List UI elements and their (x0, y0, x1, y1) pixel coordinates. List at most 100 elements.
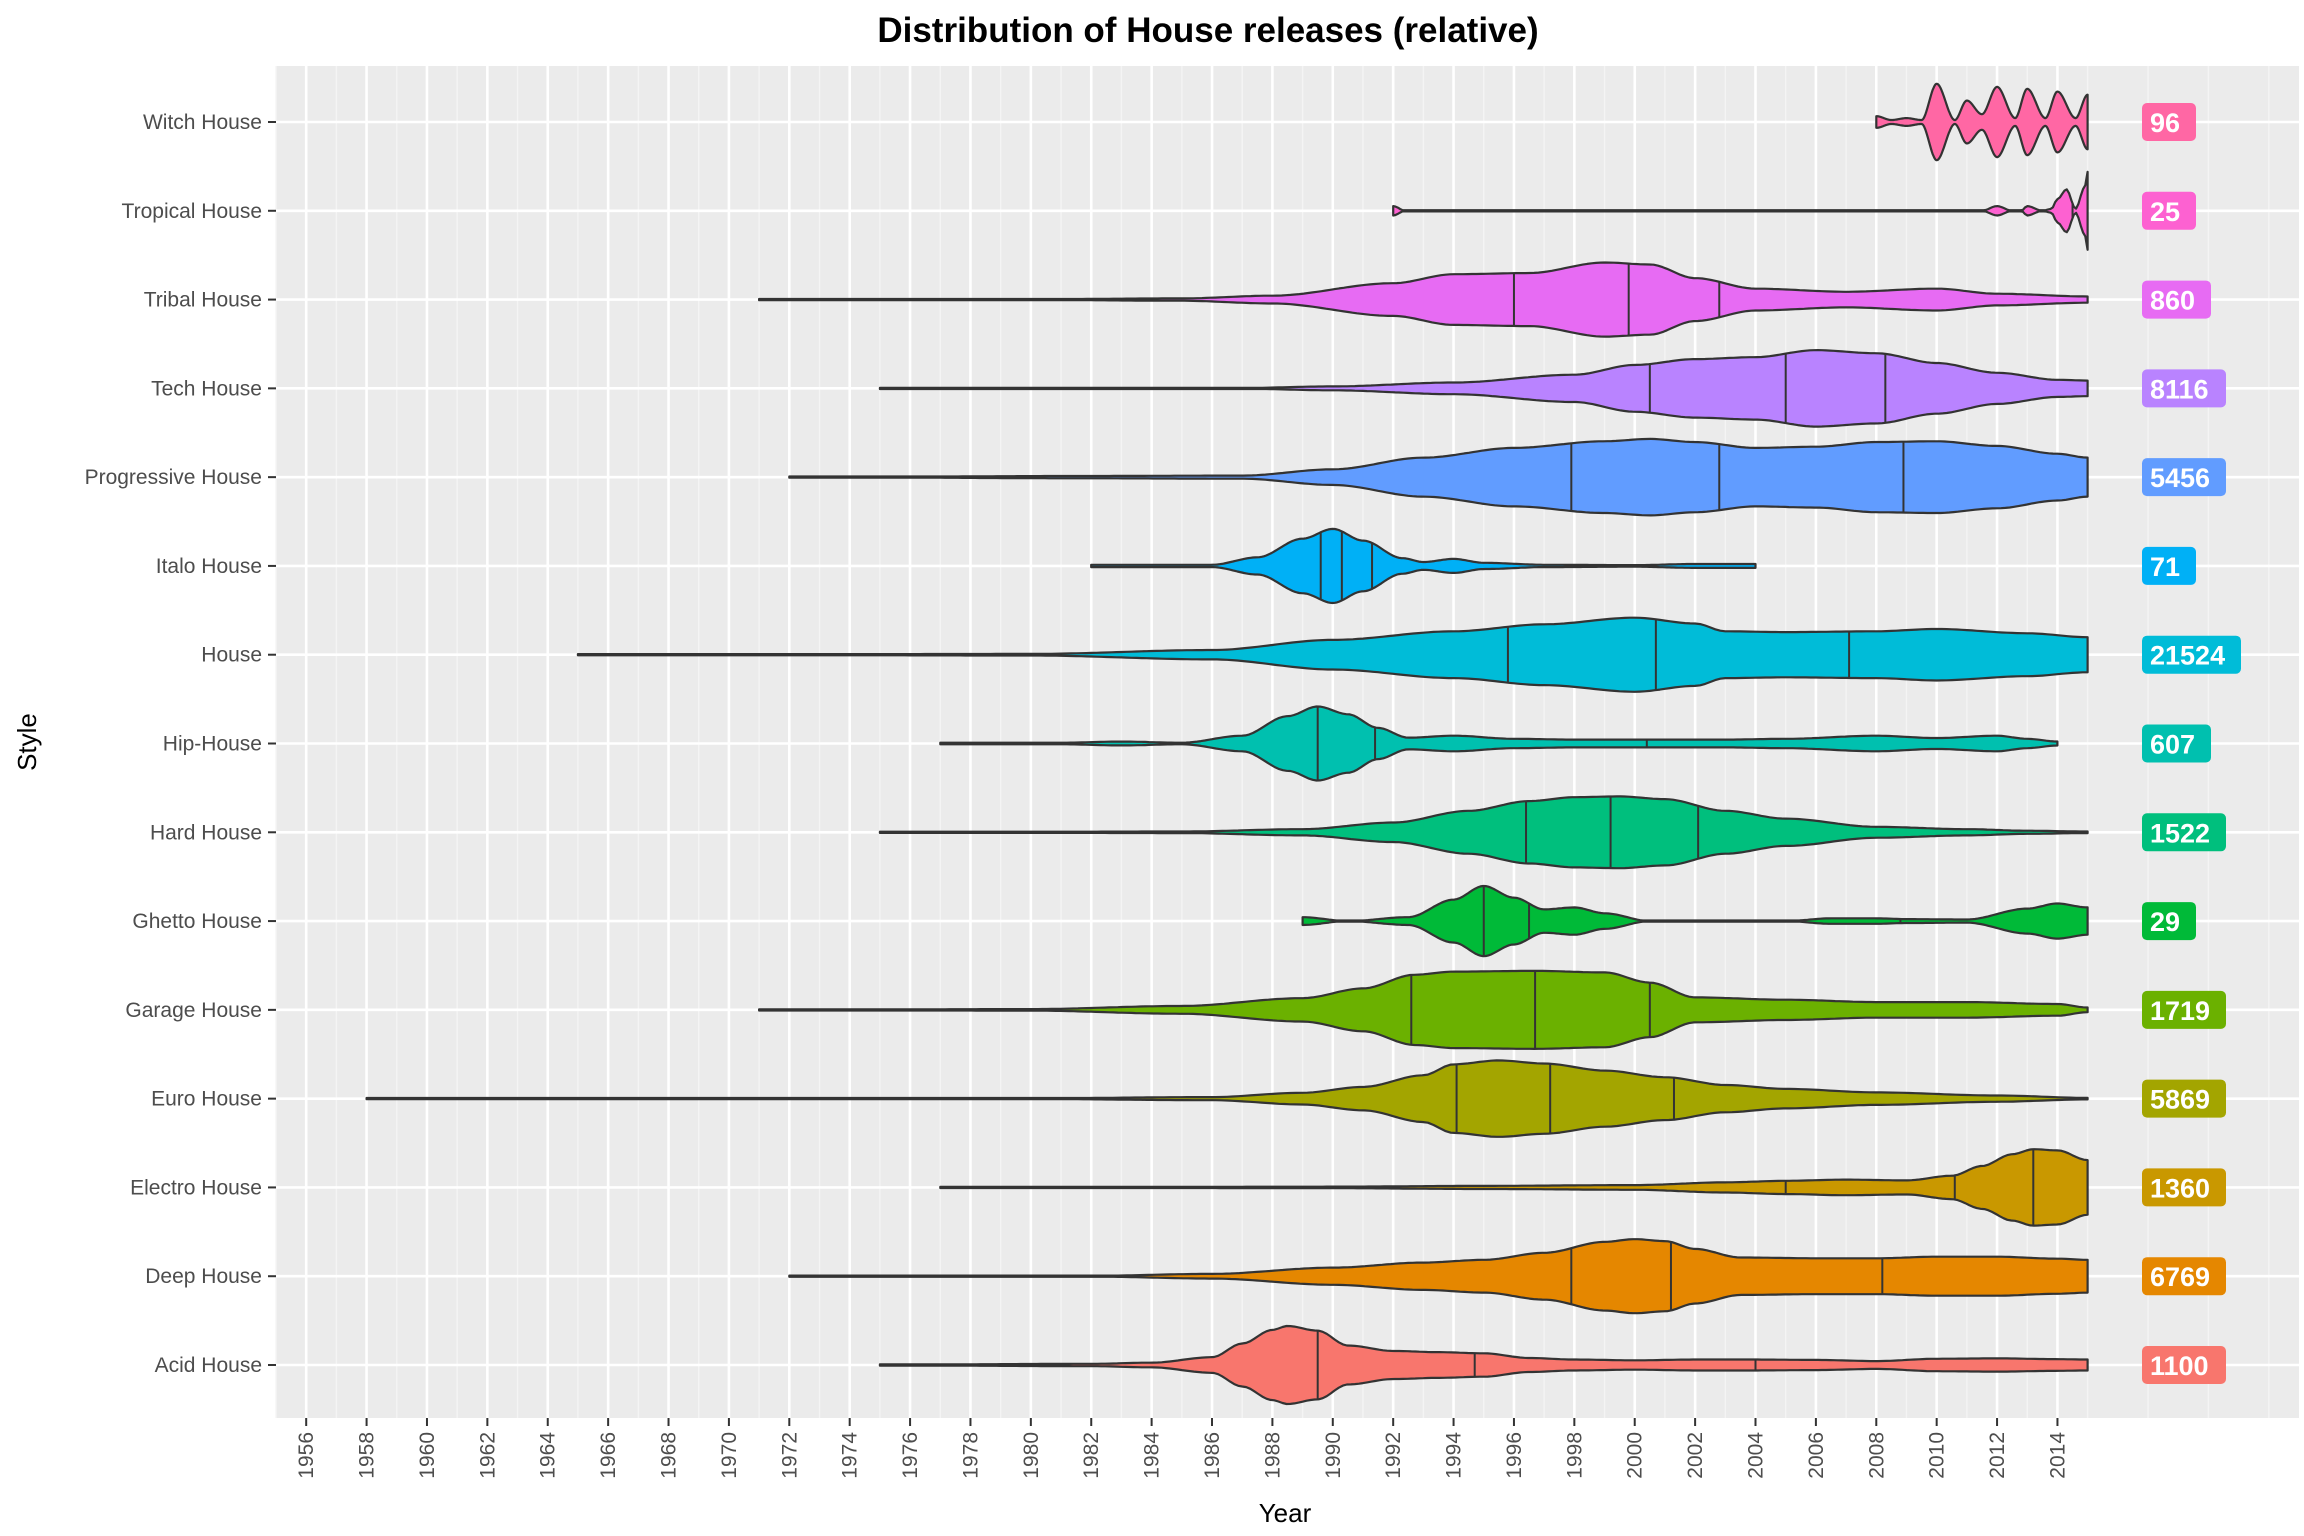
violin-deep-house (788, 1238, 2089, 1315)
violin-tropical-house (1392, 170, 2089, 251)
x-tick-label: 2008 (1865, 1432, 1888, 1479)
y-tick-label: Progressive House (85, 466, 262, 489)
count-label: 1522 (2142, 813, 2226, 852)
count-label: 5869 (2142, 1079, 2226, 1118)
count-label-box (2142, 191, 2196, 230)
x-tick-label: 1978 (959, 1432, 982, 1479)
x-tick-label: 2002 (1684, 1432, 1707, 1479)
x-tick-label: 1976 (899, 1432, 922, 1479)
y-axis: Acid House Deep House Electro House Euro Ho… (85, 111, 276, 1377)
count-label-text: 1522 (2150, 818, 2210, 848)
violin-tech-house (878, 349, 2089, 428)
count-label-box (2142, 902, 2196, 941)
x-tick-label: 1990 (1322, 1432, 1345, 1479)
violin-shape (1392, 170, 2089, 251)
count-label-text: 96 (2150, 108, 2180, 138)
y-tick-label: Garage House (125, 999, 262, 1022)
x-tick-label: 1964 (537, 1432, 560, 1479)
count-label: 25 (2142, 191, 2196, 230)
y-tick-label: Hip-House (163, 733, 262, 756)
violin-hip-house (939, 705, 2059, 782)
x-tick-label: 1980 (1020, 1432, 1043, 1479)
violin-progressive-house (788, 437, 2089, 517)
count-label: 1360 (2142, 1168, 2226, 1207)
count-label-box (2142, 1168, 2226, 1207)
x-tick-label: 1988 (1261, 1432, 1284, 1479)
violin-shape (878, 1324, 2089, 1406)
violin-shape (1875, 82, 2089, 162)
count-label: 6769 (2142, 1257, 2226, 1296)
x-tick-label: 1986 (1201, 1432, 1224, 1479)
count-label-box (2142, 724, 2211, 763)
x-tick-label: 1958 (356, 1432, 379, 1479)
x-axis: 1956 1958 1960 1962 1964 1966 1968 1970 1972 1974… (295, 1418, 2069, 1479)
y-tick-label: House (201, 644, 262, 667)
y-tick-label: Electro House (130, 1176, 262, 1199)
y-tick-label: Deep House (145, 1265, 262, 1288)
x-tick-label: 1972 (778, 1432, 801, 1479)
count-label-box (2142, 1257, 2226, 1296)
violin-italo-house (1090, 527, 1757, 605)
x-tick-label: 1962 (476, 1432, 499, 1479)
count-label-text: 607 (2150, 730, 2195, 760)
x-tick-label: 1974 (839, 1432, 862, 1479)
y-tick-label: Ghetto House (132, 910, 262, 933)
violin-shape (1301, 884, 2089, 958)
y-tick-label: Tribal House (144, 289, 262, 312)
count-label-text: 5869 (2150, 1085, 2210, 1115)
violin-witch-house (1875, 82, 2089, 162)
count-label-text: 1719 (2150, 996, 2210, 1026)
violin-shape (576, 616, 2089, 693)
violin-shape (939, 705, 2059, 782)
x-tick-label: 1970 (718, 1432, 741, 1479)
violin-shape (939, 1148, 2089, 1227)
y-tick-label: Tech House (151, 377, 262, 400)
violin-shape (758, 261, 2089, 338)
violin-tribal-house (758, 261, 2089, 338)
count-label-text: 8116 (2150, 374, 2209, 404)
x-tick-label: 1960 (416, 1432, 439, 1479)
x-tick-label: 2000 (1624, 1432, 1647, 1479)
x-tick-label: 2004 (1745, 1432, 1768, 1479)
violin-shape (788, 437, 2089, 517)
count-label-text: 860 (2150, 286, 2195, 316)
x-tick-label: 1994 (1443, 1432, 1466, 1479)
x-tick-label: 1992 (1382, 1432, 1405, 1479)
chart-title: Distribution of House releases (relative… (877, 11, 1538, 50)
violins (365, 82, 2089, 1406)
x-tick-label: 2012 (1986, 1432, 2009, 1479)
violin-house (576, 616, 2089, 693)
violin-euro-house (365, 1059, 2089, 1138)
count-label-box (2142, 546, 2196, 585)
count-label-text: 6769 (2150, 1262, 2210, 1292)
count-label-box (2142, 369, 2226, 408)
violin-shape (878, 795, 2089, 870)
x-tick-label: 1984 (1141, 1432, 1164, 1479)
count-label-box (2142, 103, 2196, 141)
count-label-text: 1100 (2150, 1351, 2209, 1381)
count-label: 1719 (2142, 990, 2226, 1029)
violin-acid-house (878, 1324, 2089, 1406)
y-tick-label: Tropical House (122, 200, 262, 223)
x-tick-label: 2010 (1926, 1432, 1949, 1479)
count-label-box (2142, 635, 2241, 674)
x-tick-label: 1998 (1563, 1432, 1586, 1479)
count-label: 5456 (2142, 458, 2226, 497)
y-tick-label: Italo House (156, 555, 262, 578)
count-label-text: 21524 (2150, 641, 2225, 671)
violin-shape (758, 969, 2089, 1050)
y-tick-label: Hard House (150, 821, 262, 844)
violin-garage-house (758, 969, 2089, 1050)
count-label: 1100 (2142, 1346, 2226, 1384)
y-tick-label: Acid House (155, 1354, 262, 1377)
count-label: 21524 (2142, 635, 2241, 674)
x-axis-title: Year (1259, 1498, 1312, 1528)
count-label-box (2142, 813, 2226, 852)
violin-shape (788, 1238, 2089, 1315)
x-tick-label: 1982 (1080, 1432, 1103, 1479)
count-label: 71 (2142, 546, 2196, 585)
count-label: 860 (2142, 280, 2211, 319)
count-label-box (2142, 1346, 2226, 1384)
count-label-box (2142, 990, 2226, 1029)
